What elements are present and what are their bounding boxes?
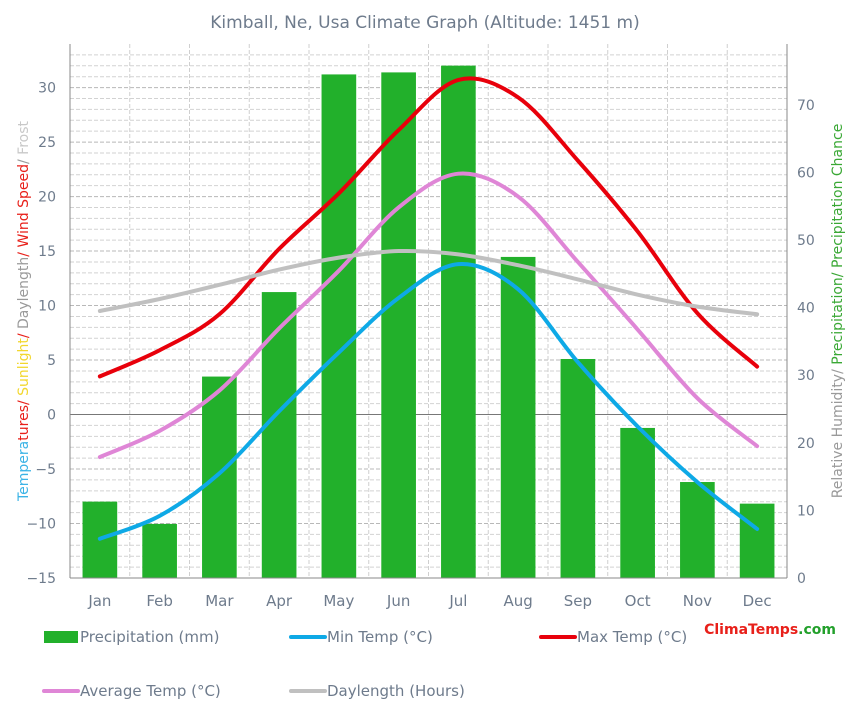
x-tick-label-apr: Apr: [266, 592, 293, 610]
precipitation-bar-apr: [261, 292, 297, 578]
x-tick-label-jun: Jun: [386, 592, 410, 610]
y-right-tick-label: 20: [797, 436, 815, 452]
axes: −15 −10 −5 0 5 10 15 20 25 30 0 10 20 30 40 50 60 70 Jan Fe…: [16, 44, 846, 610]
y-left-tick-label: 30: [38, 81, 56, 97]
y-left-tick-label: 20: [38, 190, 56, 206]
y-right-axis-title-part: Precipitation/ Precipitation Chance: [830, 124, 846, 365]
y-left-axis-title-part: /: [16, 155, 32, 164]
brand-com: .com: [798, 622, 836, 638]
brand-clima: Clima: [704, 622, 748, 638]
precipitation-bar-jun: [381, 72, 416, 579]
y-right-tick-label: 0: [797, 571, 806, 587]
legend-swatch-precipitation-mm: [44, 631, 78, 643]
x-tick-label-aug: Aug: [503, 592, 532, 610]
y-left-tick-label: −5: [35, 462, 56, 478]
line-series: [97, 76, 760, 541]
legend-label-precipitation-mm: Precipitation (mm): [80, 628, 219, 646]
legend-label-max-temp-c: Max Temp (°C): [577, 628, 687, 646]
y-left-axis-title-part: Frost: [16, 121, 32, 155]
max-temp-c-line: [97, 76, 760, 379]
precipitation-bar-mar: [202, 376, 237, 578]
y-left-axis-title-part: Daylength: [16, 257, 32, 329]
y-left-axis-title-part: tures/: [16, 396, 32, 441]
y-right-tick-label: 50: [797, 233, 815, 249]
y-right-axis-title: Relative Humidity/ Precipitation/ Precip…: [830, 124, 846, 499]
y-left-tick-label: 15: [38, 244, 56, 260]
legend: Precipitation (mm) Min Temp (°C) Max Temp …: [42, 628, 687, 700]
precipitation-bars: [82, 65, 775, 579]
y-left-tick-label: 5: [47, 353, 56, 369]
legend-label-min-temp-c: Min Temp (°C): [327, 628, 433, 646]
x-tick-label-sep: Sep: [564, 592, 592, 610]
average-temp-c-line: [97, 171, 760, 460]
y-left-axis-title-part: Wind Speed: [16, 164, 32, 248]
x-tick-label-mar: Mar: [205, 592, 234, 610]
x-tick-label-nov: Nov: [683, 592, 712, 610]
x-tick-label-jan: Jan: [87, 592, 111, 610]
y-left-axis-title-part: /: [16, 329, 32, 338]
daylength-hours-line: [97, 248, 760, 317]
y-left-axis-title-part: /: [16, 248, 32, 257]
y-right-tick-label: 10: [797, 503, 815, 519]
y-left-axis-title-part: Tempera: [16, 441, 32, 502]
y-left-axis-title-part: Sunlight: [16, 338, 32, 396]
precipitation-bar-may: [321, 74, 357, 578]
climatemps-logo[interactable]: ClimaTemps.com: [704, 622, 836, 638]
precipitation-bar-jul: [441, 65, 476, 579]
x-tick-label-oct: Oct: [625, 592, 651, 610]
y-right-tick-label: 70: [797, 98, 815, 114]
precipitation-bar-dec: [739, 503, 775, 578]
y-left-tick-label: −15: [26, 571, 56, 587]
precipitation-bar-oct: [620, 427, 655, 578]
y-left-tick-label: 10: [38, 299, 56, 315]
y-right-tick-label: 40: [797, 301, 815, 317]
y-right-tick-label: 60: [797, 165, 815, 181]
legend-label-average-temp-c: Average Temp (°C): [80, 682, 221, 700]
precipitation-bar-feb: [142, 523, 177, 578]
x-tick-label-jul: Jul: [448, 592, 467, 610]
grid: [69, 44, 788, 579]
y-left-axis-title: Temperatures/ Sunlight/ Daylength/ Wind …: [16, 121, 32, 502]
y-left-tick-label: 0: [47, 408, 56, 424]
x-tick-label-may: May: [323, 592, 354, 610]
precipitation-bar-aug: [500, 256, 536, 578]
precipitation-bar-nov: [680, 482, 715, 578]
x-tick-label-feb: Feb: [146, 592, 173, 610]
brand-temps: Temps: [748, 622, 798, 638]
legend-label-daylength-hours: Daylength (Hours): [327, 682, 465, 700]
precipitation-bar-sep: [560, 358, 596, 578]
x-tick-label-dec: Dec: [743, 592, 772, 610]
y-right-axis-title-part: Relative Humidity/: [830, 365, 846, 499]
y-right-tick-label: 30: [797, 368, 815, 384]
min-temp-c-line: [97, 262, 760, 541]
chart-title: Kimball, Ne, Usa Climate Graph (Altitude…: [210, 13, 639, 33]
y-left-tick-label: −10: [26, 517, 56, 533]
y-left-tick-label: 25: [38, 135, 56, 151]
